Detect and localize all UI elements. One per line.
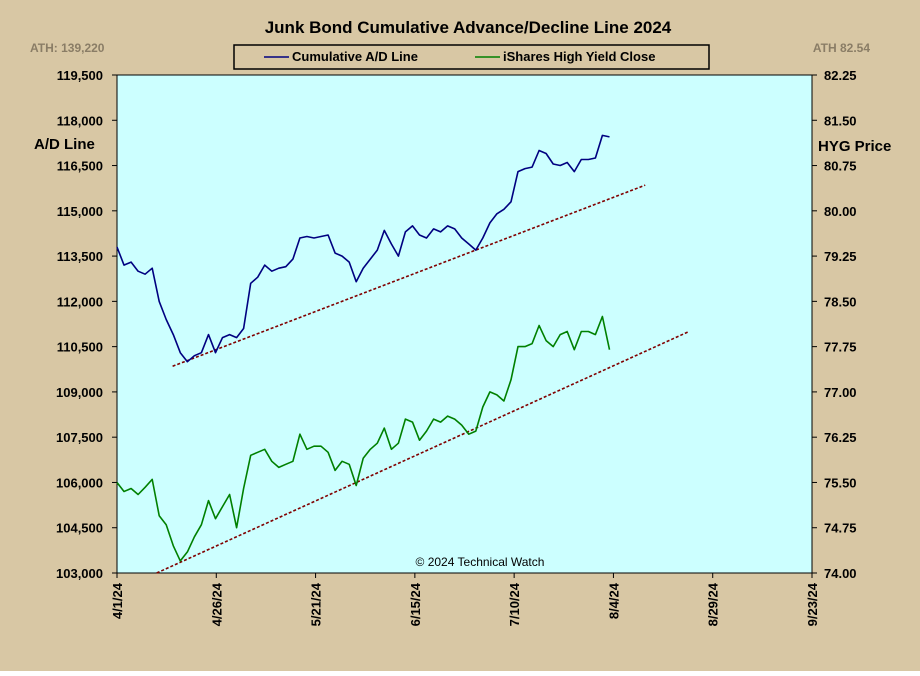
legend-label-ad-line: Cumulative A/D Line (292, 49, 418, 64)
x-tick-label: 4/26/24 (209, 582, 224, 626)
x-axis: 4/1/24 4/26/24 5/21/24 6/15/24 7/10/24 8/4/24… (110, 573, 820, 626)
y-left-tick-label: 116,500 (57, 159, 103, 174)
ath-left-label: ATH: 139,220 (30, 41, 105, 55)
series (116, 134, 611, 562)
y-right-tick-label: 74.75 (824, 521, 857, 536)
watermark: © 2024 Technical Watch (416, 555, 545, 569)
legend: Cumulative A/D Line iShares High Yield C… (233, 44, 710, 70)
y-right-tick-label: 80.75 (824, 159, 857, 174)
y-right-tick-label: 82.25 (824, 68, 857, 83)
series-line-hyg (116, 315, 611, 562)
y-right-tick-label: 79.25 (824, 249, 857, 264)
legend-box (233, 44, 710, 70)
y-left-tick-label: 112,000 (57, 294, 103, 309)
x-tick-label: 7/10/24 (507, 582, 522, 626)
ath-right-label: ATH 82.54 (813, 41, 870, 55)
y-left-tick-label: 104,500 (56, 521, 103, 536)
x-tick-label: 9/23/24 (805, 582, 820, 626)
y-right-tick-label: 76.25 (824, 430, 857, 445)
y-right-tick-label: 81.50 (824, 113, 857, 128)
y-left-tick-label: 113,500 (57, 249, 103, 264)
y-left-tick-label: 106,000 (56, 475, 103, 490)
y-left-tick-label: 109,000 (56, 385, 103, 400)
y-left-tick-label: 115,000 (57, 204, 103, 219)
y-right-label: HYG Price (818, 138, 891, 155)
y-left-tick-label: 118,000 (57, 113, 103, 128)
y-right-tick-label: 77.75 (824, 340, 857, 355)
y-right-tick-label: 77.00 (824, 385, 857, 400)
y-left-tick-label: 119,500 (57, 68, 103, 83)
y-right-tick-label: 75.50 (824, 475, 857, 490)
y-left-label: A/D Line (34, 136, 95, 153)
y-left-tick-label: 103,000 (56, 566, 103, 581)
x-tick-label: 4/1/24 (110, 582, 125, 619)
y-left-tick-label: 107,500 (56, 430, 103, 445)
trendline-ad-line (172, 184, 646, 368)
trendline-hyg (156, 330, 690, 574)
y-right-tick-label: 80.00 (824, 204, 857, 219)
y-right-tick-label: 74.00 (824, 566, 857, 581)
plot-area (116, 74, 813, 574)
legend-label-hyg: iShares High Yield Close (503, 49, 655, 64)
y-right-axis: 82.25 81.50 80.75 80.00 79.25 78.50 77.75 77.00… (812, 68, 857, 581)
trendlines (156, 184, 690, 574)
x-tick-label: 8/4/24 (606, 582, 621, 619)
x-tick-label: 8/29/24 (706, 582, 721, 626)
x-tick-label: 6/15/24 (408, 582, 423, 626)
y-left-tick-label: 110,500 (57, 340, 103, 355)
y-right-tick-label: 78.50 (824, 294, 857, 309)
y-left-axis: 119,500 118,000 116,500 115,000 113,500 112,0… (56, 68, 117, 581)
series-line-ad-line (116, 134, 610, 363)
chart-title: Junk Bond Cumulative Advance/Decline Lin… (265, 18, 672, 37)
x-tick-label: 5/21/24 (309, 582, 324, 626)
